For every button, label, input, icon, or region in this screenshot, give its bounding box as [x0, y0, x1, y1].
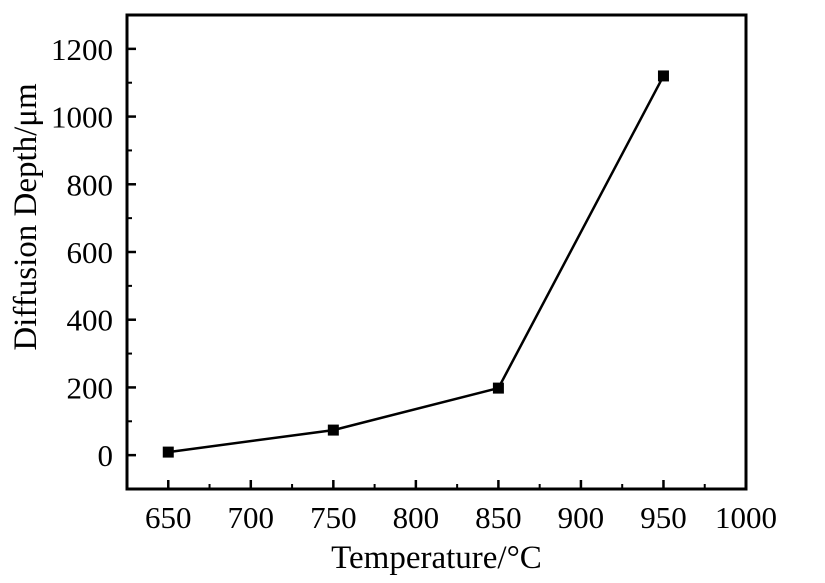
x-tick-label: 750 — [310, 500, 357, 535]
x-tick-label: 800 — [393, 500, 440, 535]
y-tick-label: 200 — [67, 370, 114, 405]
data-point — [162, 446, 174, 458]
x-axis-label: Temperature/°C — [331, 540, 542, 576]
y-tick-label: 1000 — [51, 100, 113, 135]
x-tick-label: 850 — [475, 500, 522, 535]
x-tick-label: 900 — [558, 500, 605, 535]
y-tick-label: 600 — [67, 235, 114, 270]
x-tick-label: 700 — [228, 500, 275, 535]
plot-frame — [125, 13, 748, 491]
y-tick-label: 1200 — [51, 32, 113, 67]
x-tick-label: 1000 — [715, 500, 777, 535]
y-tick-label: 400 — [67, 303, 114, 338]
x-tick-label: 950 — [640, 500, 687, 535]
x-tick-label: 650 — [145, 500, 192, 535]
series-line — [168, 75, 665, 454]
y-tick-label: 800 — [67, 167, 114, 202]
data-point — [657, 70, 669, 82]
data-point — [327, 424, 339, 436]
y-axis-label: Diffusion Depth/μm — [8, 83, 44, 351]
y-tick-label: 0 — [98, 438, 114, 473]
data-point — [492, 382, 504, 394]
